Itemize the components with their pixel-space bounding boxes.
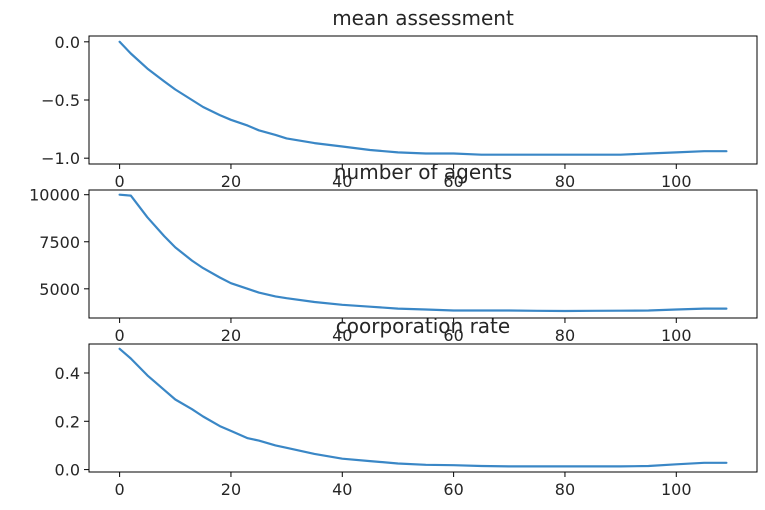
y-tick-label: 0.0 bbox=[55, 33, 80, 52]
x-tick-label: 20 bbox=[221, 326, 241, 345]
subplot-title: number of agents bbox=[334, 160, 512, 184]
subplot-3: 0 20 40 60 80 100 0.4 0.2 0.0 coorporation rate bbox=[55, 314, 758, 499]
x-tick-label: 100 bbox=[661, 172, 692, 191]
subplot-2: 0 20 40 60 80 100 10000 7500 5000 number of agent… bbox=[29, 160, 758, 345]
x-tick-label: 100 bbox=[661, 326, 692, 345]
series-line-3-1 bbox=[118, 347, 728, 468]
y-tick-label: 7500 bbox=[39, 233, 80, 252]
x-tick-label: 40 bbox=[332, 172, 352, 191]
x-tick-label: 80 bbox=[555, 172, 575, 191]
subplot-1: 0 20 40 60 80 100 0.0 −0.5 −1.0 mean assessment bbox=[41, 6, 758, 191]
subplot-title: mean assessment bbox=[332, 6, 514, 30]
series-line-1-1 bbox=[118, 40, 728, 156]
x-tick-label: 100 bbox=[661, 480, 692, 499]
subplot-title: coorporation rate bbox=[336, 314, 510, 338]
x-tick-label: 60 bbox=[443, 480, 463, 499]
y-tick-label: 10000 bbox=[29, 186, 80, 205]
axes-frame bbox=[88, 343, 758, 473]
y-tick-label: 0.0 bbox=[55, 461, 80, 480]
x-tick-label: 0 bbox=[115, 172, 125, 191]
y-tick-label: −1.0 bbox=[41, 149, 80, 168]
x-tick-label: 40 bbox=[332, 326, 352, 345]
axes-frame bbox=[88, 35, 758, 165]
x-tick-label: 60 bbox=[443, 172, 463, 191]
y-tick-label: 0.4 bbox=[55, 364, 80, 383]
axes-frame bbox=[88, 189, 758, 319]
x-tick-label: 20 bbox=[221, 480, 241, 499]
y-tick-label: 0.2 bbox=[55, 412, 80, 431]
x-tick-label: 0 bbox=[115, 480, 125, 499]
x-tick-label: 0 bbox=[115, 326, 125, 345]
x-tick-label: 60 bbox=[443, 326, 463, 345]
y-tick-label: 5000 bbox=[39, 280, 80, 299]
y-tick-label: −0.5 bbox=[41, 91, 80, 110]
x-tick-label: 20 bbox=[221, 172, 241, 191]
series-line-2-1 bbox=[118, 193, 728, 313]
x-tick-label: 80 bbox=[555, 480, 575, 499]
x-tick-label: 40 bbox=[332, 480, 352, 499]
x-tick-label: 80 bbox=[555, 326, 575, 345]
